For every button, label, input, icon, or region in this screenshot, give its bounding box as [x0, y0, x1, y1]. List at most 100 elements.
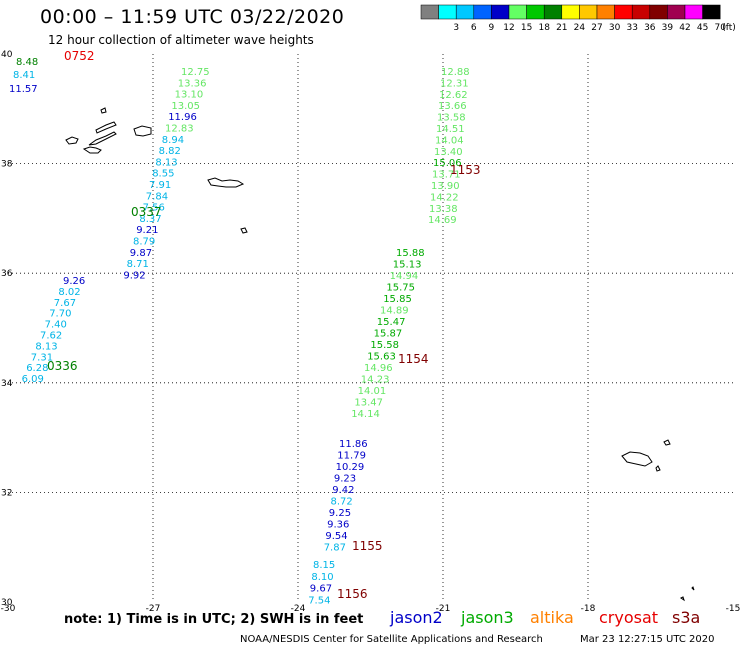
pass-time-label: 0752: [64, 49, 95, 63]
satellite-legend-jason2: jason2: [390, 608, 443, 627]
colorbar-swatch: [649, 4, 668, 20]
colorbar-tick-label: 24: [574, 23, 586, 33]
colorbar-tick-label: 21: [556, 23, 567, 33]
longitude-tick-label: -15: [726, 604, 740, 614]
swh-value: 12.62: [439, 90, 468, 101]
satellite-legend-altika: altika: [530, 608, 574, 627]
swh-value: 14.69: [428, 215, 457, 226]
swh-value: 7.70: [49, 309, 71, 320]
colorbar-swatch: [684, 4, 703, 20]
colorbar-swatch: [455, 4, 475, 20]
swh-value: 9.54: [325, 531, 347, 542]
island-sao-miguel: [207, 177, 245, 188]
swh-value: 8.13: [35, 341, 57, 352]
chart-subtitle: 12 hour collection of altimeter wave hei…: [48, 33, 314, 47]
swh-value: 14.01: [358, 386, 387, 397]
colorbar-tick-label: 39: [662, 23, 674, 33]
colorbar-tick-label: 9: [489, 23, 495, 33]
island-terceira: [133, 125, 152, 137]
swh-value: 13.40: [434, 147, 463, 158]
swh-value: 6.09: [22, 374, 44, 385]
swh-value: 11.57: [9, 84, 38, 95]
swh-value: 12.31: [440, 78, 469, 89]
swh-value: 8.94: [162, 135, 184, 146]
swh-value: 14.96: [364, 363, 393, 374]
swh-value: 15.75: [386, 283, 415, 294]
colorbar-tick-label: 30: [609, 23, 621, 33]
swh-value: 11.86: [339, 439, 368, 450]
swh-value: 11.79: [337, 451, 366, 462]
swh-value: 12.75: [181, 67, 210, 78]
swh-value: 13.05: [171, 101, 200, 112]
swh-value: 15.88: [396, 248, 425, 259]
swh-value: 6.28: [26, 363, 48, 374]
colorbar-swatch: [543, 4, 563, 20]
satellite-legend-s3a: s3a: [672, 608, 701, 627]
swh-value: 8.72: [331, 497, 353, 508]
pass-time-label: 1156: [337, 587, 368, 601]
swh-value: 15.85: [383, 294, 412, 305]
swh-value: 7.62: [40, 331, 62, 342]
island-desertas: [655, 465, 661, 472]
swh-value: 15.87: [374, 329, 403, 340]
swh-value: 15.63: [367, 352, 396, 363]
swh-value: 9.67: [310, 584, 332, 595]
colorbar-swatch: [473, 4, 492, 20]
swh-value: 7.54: [308, 595, 330, 606]
island-graciosa: [100, 107, 107, 114]
pass-time-label: 1154: [398, 352, 429, 366]
colorbar-tick-label: 6: [471, 23, 477, 33]
swh-value: 8.79: [133, 237, 155, 248]
swh-value: 8.10: [311, 572, 333, 583]
colorbar-tick-label: 27: [591, 23, 602, 33]
latitude-tick-label: 38: [1, 160, 13, 170]
swh-value: 14.51: [436, 124, 465, 135]
swh-value: 9.87: [130, 248, 152, 259]
colorbar-tick-label: 12: [503, 23, 514, 33]
colorbar-swatch: [614, 4, 633, 20]
colorbar-unit: (ft): [722, 23, 736, 33]
swh-value: 7.40: [45, 320, 67, 331]
colorbar-swatch: [579, 4, 598, 20]
swh-value: 13.58: [437, 113, 466, 124]
satellite-legend-cryosat: cryosat: [599, 608, 659, 627]
axis-ticks: -30 -27 -24 -21 -18 -15 40 38 36 34 32 30: [1, 50, 740, 614]
longitude-tick-label: -18: [581, 604, 596, 614]
colorbar-swatch: [667, 4, 686, 20]
swh-value: 8.15: [313, 560, 335, 571]
wave-height-tracks: 8.488.4111.57075212.7513.3613.1013.0511.…: [9, 49, 481, 606]
longitude-tick-label: -27: [146, 604, 161, 614]
colorbar-swatch: [561, 4, 580, 20]
swh-value: 7.87: [324, 543, 346, 554]
swh-value: 8.37: [139, 214, 161, 225]
swh-value: 13.38: [429, 204, 458, 215]
swh-value: 8.41: [13, 70, 35, 81]
swh-value: 9.25: [329, 508, 351, 519]
swh-value: 7.31: [31, 352, 53, 363]
swh-value: 8.55: [152, 169, 174, 180]
colorbar-swatch: [702, 4, 721, 20]
satellite-legend-jason3: jason3: [461, 608, 514, 627]
colorbar-swatch: [438, 4, 457, 20]
swh-value: 11.96: [168, 112, 197, 123]
swh-value: 14.04: [435, 135, 464, 146]
swh-value: 9.21: [136, 225, 158, 236]
swh-value: 9.36: [327, 520, 349, 531]
swh-value: 13.47: [354, 398, 383, 409]
colorbar-tick-label: 3: [453, 23, 459, 33]
pass-time-label: 1155: [352, 539, 383, 553]
colorbar-swatch: [508, 4, 527, 20]
colorbar-tick-label: 15: [521, 23, 532, 33]
swh-value: 8.13: [155, 157, 177, 168]
swh-value: 13.36: [178, 78, 207, 89]
chart-title: 00:00 – 11:59 UTC 03/22/2020: [40, 6, 345, 28]
swh-value: 9.26: [63, 276, 85, 287]
swh-value: 9.23: [334, 474, 356, 485]
swh-value: 14.89: [380, 306, 409, 317]
map-grid: [8, 54, 733, 602]
swh-value: 8.82: [159, 146, 181, 157]
swh-value: 15.06: [433, 158, 462, 169]
swh-value: 9.92: [123, 270, 145, 281]
swh-value: 7.56: [143, 203, 165, 214]
